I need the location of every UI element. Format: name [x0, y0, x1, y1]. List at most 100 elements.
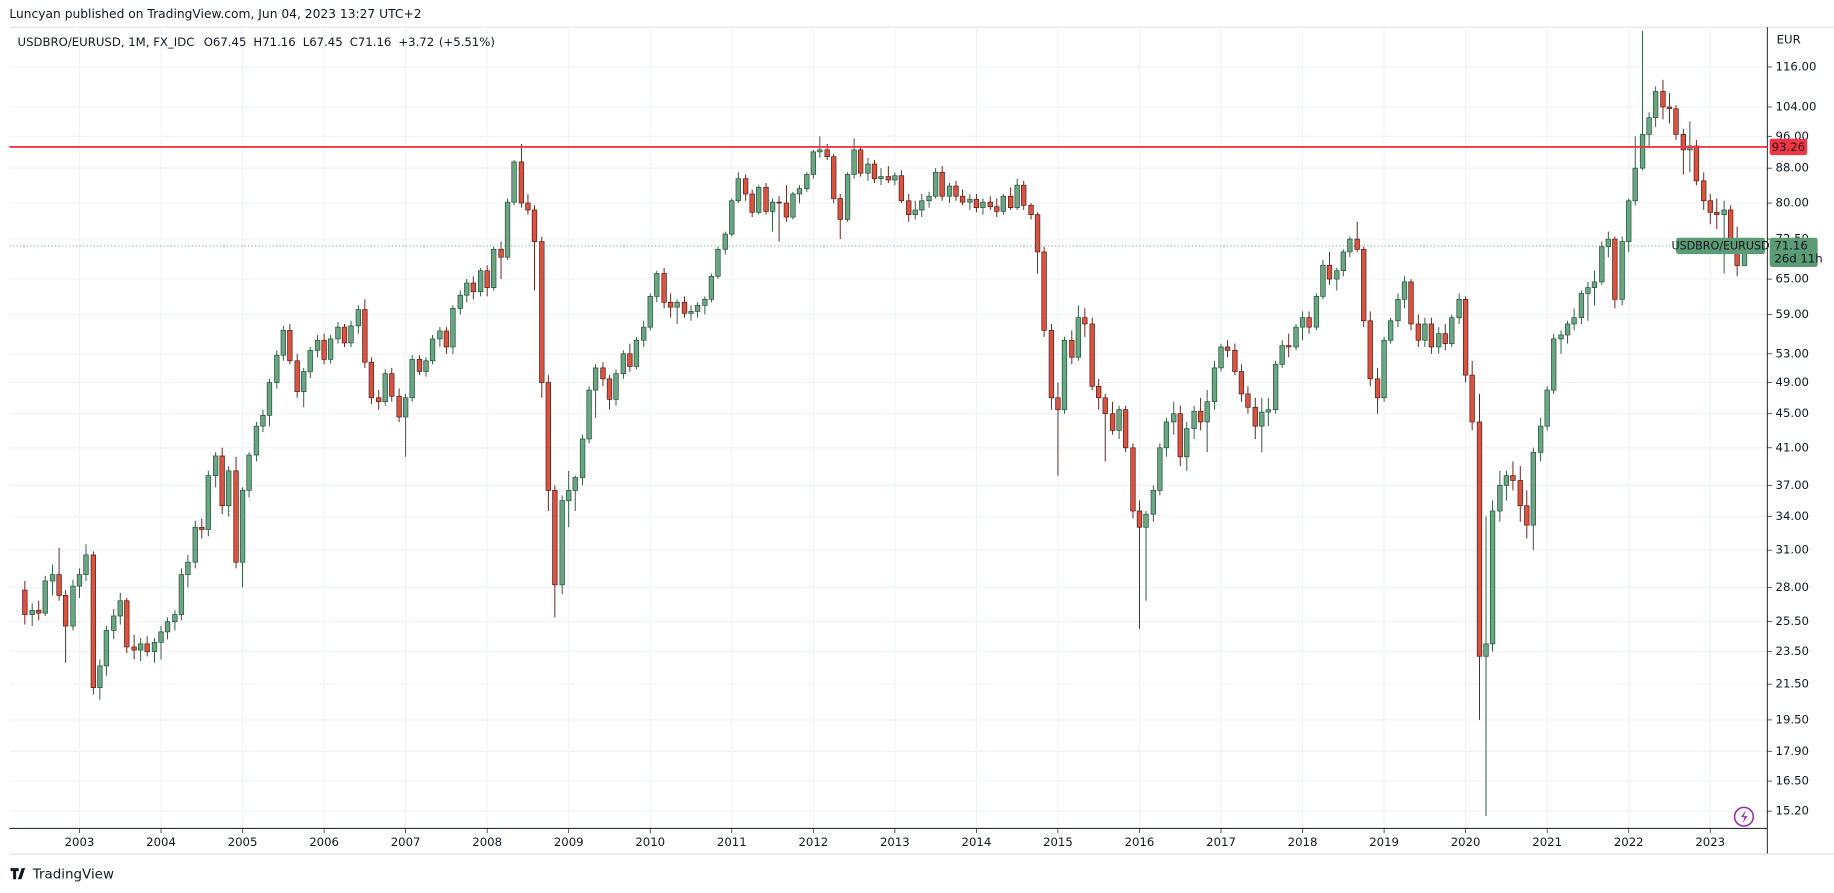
candle-body: [498, 248, 504, 258]
candle-body: [1157, 447, 1163, 491]
candle-body: [1191, 410, 1197, 430]
candle-body: [1476, 421, 1483, 657]
candle-body: [878, 176, 884, 180]
candle-body: [192, 526, 198, 563]
candle-body: [769, 201, 776, 212]
candle-body: [164, 621, 171, 633]
candle-body: [450, 308, 456, 348]
candle-body: [90, 554, 97, 688]
y-tick-label: 34.00: [1776, 509, 1809, 523]
x-tick-label: 2019: [1369, 835, 1399, 849]
candle-body: [641, 326, 647, 341]
x-tick-label: 2017: [1206, 835, 1236, 849]
candle-body: [1265, 409, 1271, 413]
candle-body: [1632, 167, 1638, 202]
candle-body: [973, 199, 980, 208]
candle-body: [1381, 339, 1387, 399]
candle-body: [239, 490, 246, 563]
y-tick-label: 88.00: [1776, 161, 1809, 175]
lightning-button[interactable]: [1733, 806, 1755, 827]
last-price-countdown: 26d 11h: [1774, 251, 1822, 265]
candle-body: [1218, 346, 1224, 369]
x-tick-label: 2018: [1288, 835, 1318, 849]
x-tick-label: 2021: [1532, 835, 1562, 849]
candle-body: [545, 382, 551, 491]
y-tick-label: 37.00: [1776, 478, 1809, 492]
candle-body: [1673, 108, 1679, 135]
candle-body: [1537, 425, 1544, 453]
candle-body: [1707, 200, 1713, 213]
candle-body: [301, 371, 307, 392]
candle-body: [382, 373, 388, 403]
candle-body: [681, 301, 688, 314]
candle-body: [953, 185, 959, 197]
x-tick-label: 2023: [1695, 835, 1725, 849]
y-tick-label: 41.00: [1776, 440, 1809, 454]
candle-body: [1313, 296, 1320, 328]
y-tick-label: 21.50: [1776, 677, 1809, 691]
y-tick-label: 28.00: [1776, 580, 1809, 594]
candle-body: [1449, 317, 1455, 344]
candle-body: [804, 174, 810, 190]
x-tick-label: 2013: [880, 835, 910, 849]
y-tick-label: 16.50: [1776, 774, 1809, 788]
candle-body: [539, 241, 545, 383]
candle-body: [1252, 406, 1258, 427]
candle-body: [1436, 333, 1442, 348]
candle-body: [1639, 134, 1646, 169]
candle-body: [1626, 200, 1632, 242]
candle-body: [1211, 367, 1218, 403]
candle-body: [1530, 451, 1536, 526]
candle-body: [810, 151, 816, 175]
legend-low: L67.45: [303, 35, 343, 49]
candle-body: [831, 156, 837, 199]
mark-layer: [22, 30, 1748, 816]
lightning-circle[interactable]: [1733, 806, 1755, 827]
legend-symbol: USDBRO/EURUSD, 1M, FX_IDC: [18, 35, 195, 49]
candle-body: [409, 359, 415, 399]
candle-body: [1374, 378, 1381, 399]
candle-body: [274, 354, 280, 383]
candle-body: [437, 330, 443, 340]
legend-high: H71.16: [253, 35, 295, 49]
candle-body: [525, 202, 531, 211]
candle-body: [416, 359, 423, 372]
candle-body: [1721, 209, 1727, 216]
x-tick-label: 2005: [228, 835, 258, 849]
candle-body: [919, 200, 925, 211]
candle-body: [1564, 323, 1571, 336]
candle-body: [368, 361, 375, 399]
candle-body: [504, 201, 511, 258]
candle-body: [219, 455, 225, 507]
candle-body: [790, 193, 796, 218]
candle-body: [722, 233, 728, 250]
candle-body: [1354, 238, 1360, 250]
candle-body: [926, 195, 932, 202]
grid-layer: 15.20 16.50 17.90 19.50 21.50 23.50 25.50 28.00…: [9, 27, 1816, 849]
candle-body: [1000, 195, 1006, 212]
candle-body: [464, 282, 470, 296]
x-tick-label: 2015: [1043, 835, 1073, 849]
candle-body: [1102, 397, 1108, 415]
lightning-icon[interactable]: [1741, 810, 1748, 824]
candle-body: [566, 490, 572, 501]
candle-body: [1082, 317, 1088, 325]
candle-body: [341, 326, 348, 344]
candle-body: [531, 209, 538, 242]
candle-body: [56, 574, 62, 596]
candle-body: [1122, 409, 1129, 449]
candle-body: [327, 338, 334, 360]
last-price-name: USDBRO/EURUSD: [1671, 240, 1769, 253]
candle-body: [429, 338, 436, 362]
legend-change: +3.72: [398, 35, 434, 49]
candle-body: [674, 301, 680, 308]
candle-body: [76, 574, 83, 587]
candle-body: [1558, 334, 1564, 340]
y-tick-label: 49.00: [1776, 375, 1809, 389]
candle-body: [1714, 211, 1720, 216]
candle-body: [1197, 410, 1204, 423]
candle-body: [124, 600, 130, 648]
candle-body: [1279, 345, 1285, 365]
